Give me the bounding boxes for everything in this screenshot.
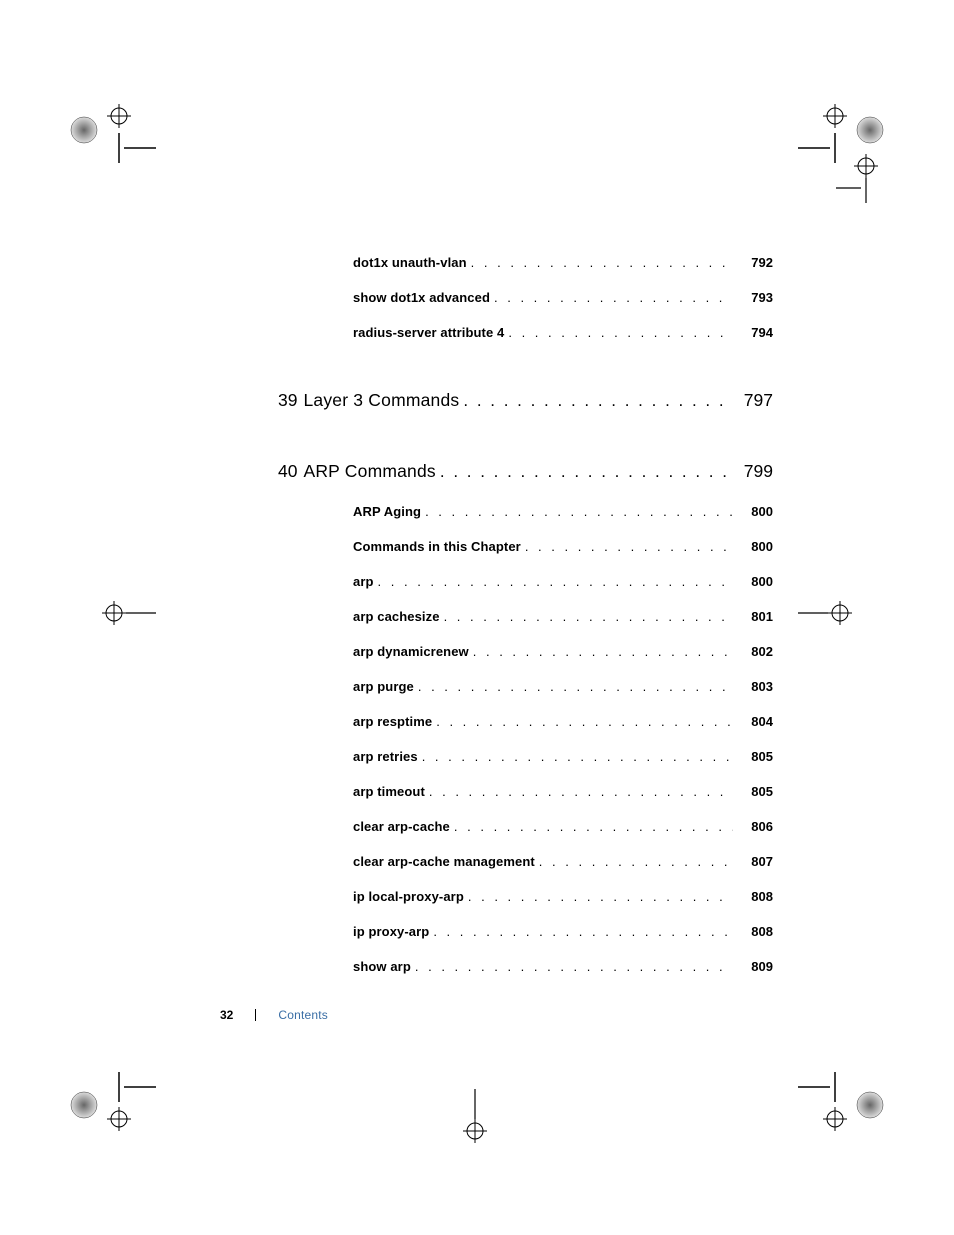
toc-sub-page: 805: [737, 749, 773, 764]
toc-sub-label: clear arp-cache: [353, 819, 450, 834]
toc-sub-page: 806: [737, 819, 773, 834]
toc-sub-entry: Commands in this Chapter . . . . . . . .…: [353, 539, 773, 554]
toc-sub-entry: arp dynamicrenew . . . . . . . . . . . .…: [353, 644, 773, 659]
toc-sub-page: 800: [737, 539, 773, 554]
toc-leader: . . . . . . . . . . . . . . . . . . . . …: [378, 574, 733, 587]
crop-mark-bottom-left: [66, 1047, 156, 1137]
toc-sub-page: 802: [737, 644, 773, 659]
toc-sub-label: arp: [353, 574, 374, 589]
toc-sub-page: 808: [737, 924, 773, 939]
toc-sub-entry: ARP Aging . . . . . . . . . . . . . . . …: [353, 504, 773, 519]
toc-sub-label: arp resptime: [353, 714, 432, 729]
toc-content: dot1x unauth-vlan . . . . . . . . . . . …: [278, 255, 773, 974]
toc-sub-page: 803: [737, 679, 773, 694]
toc-sub-entry: arp resptime . . . . . . . . . . . . . .…: [353, 714, 773, 729]
toc-leader: . . . . . . . . . . . . . . . . . . . . …: [473, 644, 733, 657]
toc-sub-entry: ip local-proxy-arp . . . . . . . . . . .…: [353, 889, 773, 904]
toc-sub-label: arp timeout: [353, 784, 425, 799]
toc-sub-page: 792: [737, 255, 773, 270]
toc-sub-label: ip local-proxy-arp: [353, 889, 464, 904]
toc-sub-page: 805: [737, 784, 773, 799]
toc-sub-entry: clear arp-cache management . . . . . . .…: [353, 854, 773, 869]
toc-chapter-title: Layer 3 Commands: [303, 390, 459, 411]
toc-chapter-page: 799: [737, 461, 773, 482]
page-footer: 32 Contents: [220, 1008, 328, 1022]
crop-mark-mid-left: [96, 588, 156, 638]
toc-sub-label: dot1x unauth-vlan: [353, 255, 467, 270]
toc-leader: . . . . . . . . . . . . . . . . . . . . …: [508, 325, 733, 338]
toc-leader: . . . . . . . . . . . . . . . . . . . . …: [433, 924, 733, 937]
toc-sub-entry: radius-server attribute 4 . . . . . . . …: [353, 325, 773, 340]
toc-sub-page: 801: [737, 609, 773, 624]
toc-chapter-number: 40: [278, 461, 297, 482]
toc-sub-label: Commands in this Chapter: [353, 539, 521, 554]
toc-sub-page: 800: [737, 504, 773, 519]
toc-leader: . . . . . . . . . . . . . . . . . . . . …: [525, 539, 733, 552]
toc-sub-entry: show arp . . . . . . . . . . . . . . . .…: [353, 959, 773, 974]
toc-sub-entry: arp purge . . . . . . . . . . . . . . . …: [353, 679, 773, 694]
toc-sub-label: arp retries: [353, 749, 418, 764]
toc-leader: . . . . . . . . . . . . . . . . . . . . …: [454, 819, 733, 832]
toc-leader: . . . . . . . . . . . . . . . . . . . . …: [468, 889, 733, 902]
toc-sub-label: ARP Aging: [353, 504, 421, 519]
toc-leader: . . . . . . . . . . . . . . . . . . . . …: [444, 609, 733, 622]
toc-sub-page: 800: [737, 574, 773, 589]
footer-separator: [255, 1009, 256, 1021]
toc-sub-label: show arp: [353, 959, 411, 974]
toc-sub-entry: ip proxy-arp . . . . . . . . . . . . . .…: [353, 924, 773, 939]
toc-sub-entry: arp cachesize . . . . . . . . . . . . . …: [353, 609, 773, 624]
toc-sub-label: radius-server attribute 4: [353, 325, 504, 340]
toc-sub-entry: dot1x unauth-vlan . . . . . . . . . . . …: [353, 255, 773, 270]
toc-sub-page: 808: [737, 889, 773, 904]
toc-leader: . . . . . . . . . . . . . . . . . . . . …: [425, 504, 733, 517]
toc-chapter-entry: 39 Layer 3 Commands . . . . . . . . . . …: [278, 390, 773, 411]
footer-page-number: 32: [220, 1008, 233, 1022]
toc-sub-page: 793: [737, 290, 773, 305]
toc-leader: . . . . . . . . . . . . . . . . . . . . …: [422, 749, 733, 762]
crop-mark-top-left: [66, 98, 156, 188]
toc-leader: . . . . . . . . . . . . . . . . . . . . …: [418, 679, 733, 692]
footer-breadcrumb: Contents: [278, 1008, 328, 1022]
toc-sub-label: clear arp-cache management: [353, 854, 535, 869]
toc-chapter-entry: 40 ARP Commands . . . . . . . . . . . . …: [278, 461, 773, 482]
toc-chapter-title: ARP Commands: [303, 461, 435, 482]
toc-sub-entry: arp retries . . . . . . . . . . . . . . …: [353, 749, 773, 764]
toc-sub-label: arp dynamicrenew: [353, 644, 469, 659]
toc-sub-entry: arp timeout . . . . . . . . . . . . . . …: [353, 784, 773, 799]
crop-mark-mid-bottom: [450, 1089, 500, 1149]
toc-sub-label: arp purge: [353, 679, 414, 694]
toc-leader: . . . . . . . . . . . . . . . . . . . . …: [436, 714, 733, 727]
crop-mark-top-right-2: [836, 148, 896, 208]
toc-sub-entry: clear arp-cache . . . . . . . . . . . . …: [353, 819, 773, 834]
toc-leader: . . . . . . . . . . . . . . . . . . . . …: [429, 784, 733, 797]
toc-sub-page: 807: [737, 854, 773, 869]
toc-leader: . . . . . . . . . . . . . . . . . . . . …: [440, 462, 733, 479]
toc-chapter-number: 39: [278, 390, 297, 411]
toc-sub-label: show dot1x advanced: [353, 290, 490, 305]
toc-leader: . . . . . . . . . . . . . . . . . . . . …: [494, 290, 733, 303]
toc-sub-entry: arp . . . . . . . . . . . . . . . . . . …: [353, 574, 773, 589]
toc-leader: . . . . . . . . . . . . . . . . . . . . …: [539, 854, 733, 867]
toc-sub-page: 794: [737, 325, 773, 340]
toc-sub-page: 809: [737, 959, 773, 974]
crop-mark-mid-right: [798, 588, 858, 638]
toc-sub-label: arp cachesize: [353, 609, 440, 624]
toc-leader: . . . . . . . . . . . . . . . . . . . . …: [463, 391, 733, 408]
toc-sub-page: 804: [737, 714, 773, 729]
toc-chapter-page: 797: [737, 390, 773, 411]
toc-leader: . . . . . . . . . . . . . . . . . . . . …: [471, 255, 733, 268]
toc-sub-label: ip proxy-arp: [353, 924, 429, 939]
toc-leader: . . . . . . . . . . . . . . . . . . . . …: [415, 959, 733, 972]
page-root: dot1x unauth-vlan . . . . . . . . . . . …: [0, 0, 954, 1235]
toc-sub-entry: show dot1x advanced . . . . . . . . . . …: [353, 290, 773, 305]
crop-mark-bottom-right: [798, 1047, 888, 1137]
